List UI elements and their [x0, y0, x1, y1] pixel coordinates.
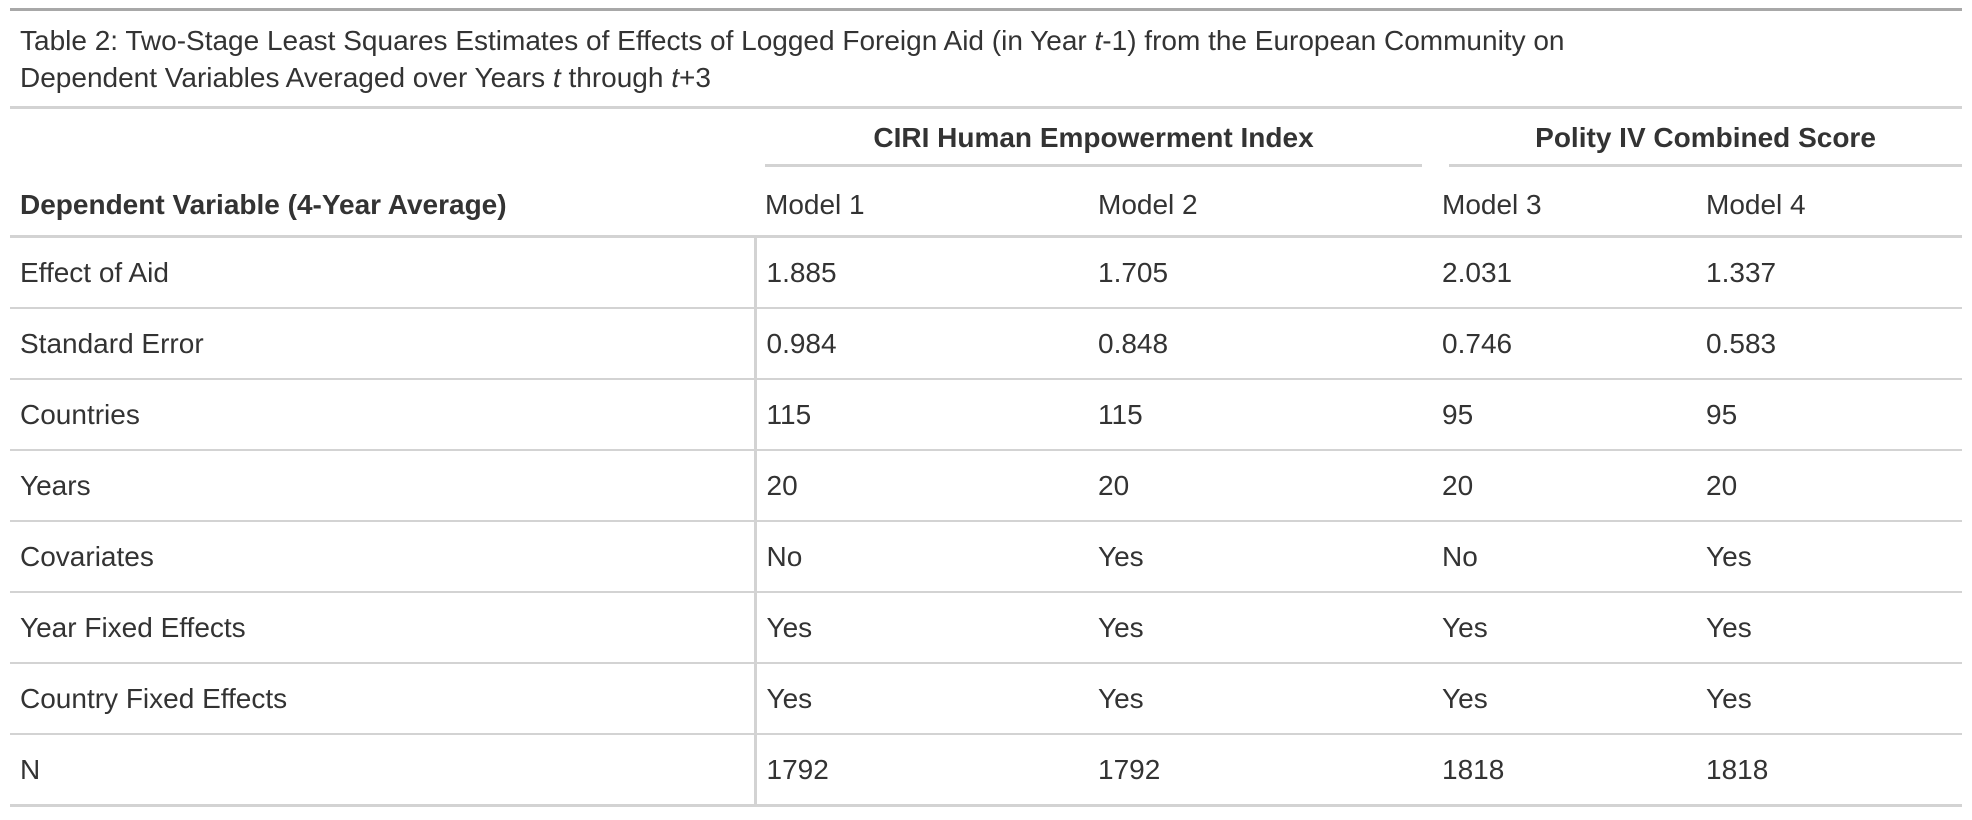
table-cell: 1792 [755, 733, 1088, 806]
table-cell: Yes [1696, 662, 1963, 734]
table-cell: 95 [1432, 378, 1697, 450]
table-cell: 115 [1088, 378, 1433, 450]
table-cell: 95 [1696, 378, 1963, 450]
row-label: N [10, 733, 757, 806]
table-cell: Yes [755, 591, 1088, 663]
table-row: Year Fixed Effects Yes Yes Yes Yes [10, 591, 1963, 663]
table-cell: 20 [1696, 449, 1963, 521]
column-header-model-3: Model 3 [1432, 175, 1697, 238]
stub-column-header: Dependent Variable (4-Year Average) [10, 175, 755, 238]
table-cell: 1818 [1696, 733, 1963, 806]
table-cell: 1.705 [1098, 256, 1169, 288]
spanner-polity: Polity IV Combined Score [1432, 108, 1963, 176]
column-header-model-1: Model 1 [755, 175, 1088, 238]
table-row: Covariates No Yes No Yes [10, 520, 1963, 592]
table-cell: Yes [755, 662, 1088, 734]
top-rule [10, 8, 1962, 11]
spanner-ciri: CIRI Human Empowerment Index [755, 108, 1432, 176]
table-cell: 1818 [1432, 733, 1697, 806]
table-cell: 20 [1432, 449, 1697, 521]
row-label: Covariates [10, 520, 757, 592]
spanner-row: CIRI Human Empowerment Index Polity IV C… [10, 108, 1963, 176]
table-cell: Yes [1088, 520, 1433, 592]
table-row: Standard Error 0.984 0.848 0.746 0.583 [10, 307, 1963, 379]
caption-text: +3 [679, 62, 711, 93]
row-label: Effect of Aid [10, 236, 757, 308]
column-header-row: Dependent Variable (4-Year Average) Mode… [10, 175, 1963, 238]
table-cell: 115 [755, 378, 1088, 450]
table-row: N 1792 1792 1818 1818 [10, 733, 1963, 806]
column-header-model-4: Model 4 [1696, 175, 1963, 238]
caption-text: Table 2: Two-Stage Least Squares Estimat… [20, 25, 1095, 56]
spanner-label: CIRI Human Empowerment Index [765, 122, 1423, 167]
table-cell: 0.583 [1696, 307, 1963, 379]
table-cell: 1.337 [1706, 256, 1777, 288]
caption-text: through [560, 62, 672, 93]
caption-italic-t: t [671, 62, 679, 93]
caption-text: -1) from the European Community on [1102, 25, 1565, 56]
table-row: Countries 115 115 95 95 [10, 378, 1963, 450]
table-cell: No [1432, 520, 1697, 592]
column-header-model-2: Model 2 [1088, 175, 1433, 238]
table-cell: 0.848 [1088, 307, 1433, 379]
table-cell: Yes [1088, 662, 1433, 734]
table-cell: Yes [1432, 591, 1697, 663]
row-label: Year Fixed Effects [10, 591, 757, 663]
table-row: Effect of Aid 1.885 1.705 2.031 1.337 [10, 236, 1962, 308]
caption-italic-t: t [552, 62, 561, 93]
table-cell: Yes [1432, 662, 1697, 734]
table-row: Years 20 20 20 20 [10, 449, 1963, 521]
row-label: Years [10, 449, 757, 521]
spanner-stub-blank [10, 108, 755, 176]
table-container: Table 2: Two-Stage Least Squares Estimat… [10, 8, 1963, 807]
table-caption: Table 2: Two-Stage Least Squares Estimat… [10, 11, 1962, 106]
table-cell: 20 [755, 449, 1088, 521]
table-cell: No [755, 520, 1088, 592]
table-cell: 1.885 [766, 256, 837, 288]
table-cell: Yes [1696, 520, 1963, 592]
caption-italic-t: t [1094, 25, 1103, 56]
results-table: CIRI Human Empowerment Index Polity IV C… [10, 106, 1963, 807]
row-label: Countries [10, 378, 757, 450]
spanner-label: Polity IV Combined Score [1449, 122, 1963, 167]
table-cell: 2.031 [1442, 256, 1513, 288]
caption-text: Dependent Variables Averaged over Years [20, 62, 553, 93]
table-cell: Yes [1088, 591, 1433, 663]
table-row: Country Fixed Effects Yes Yes Yes Yes [10, 662, 1963, 734]
table-cell: 1792 [1088, 733, 1433, 806]
table-cell: Yes [1696, 591, 1963, 663]
row-label: Country Fixed Effects [10, 662, 757, 734]
table-cell: 20 [1088, 449, 1433, 521]
row-label: Standard Error [10, 307, 757, 379]
table-cell: 0.746 [1432, 307, 1697, 379]
table-cell: 0.984 [755, 307, 1088, 379]
